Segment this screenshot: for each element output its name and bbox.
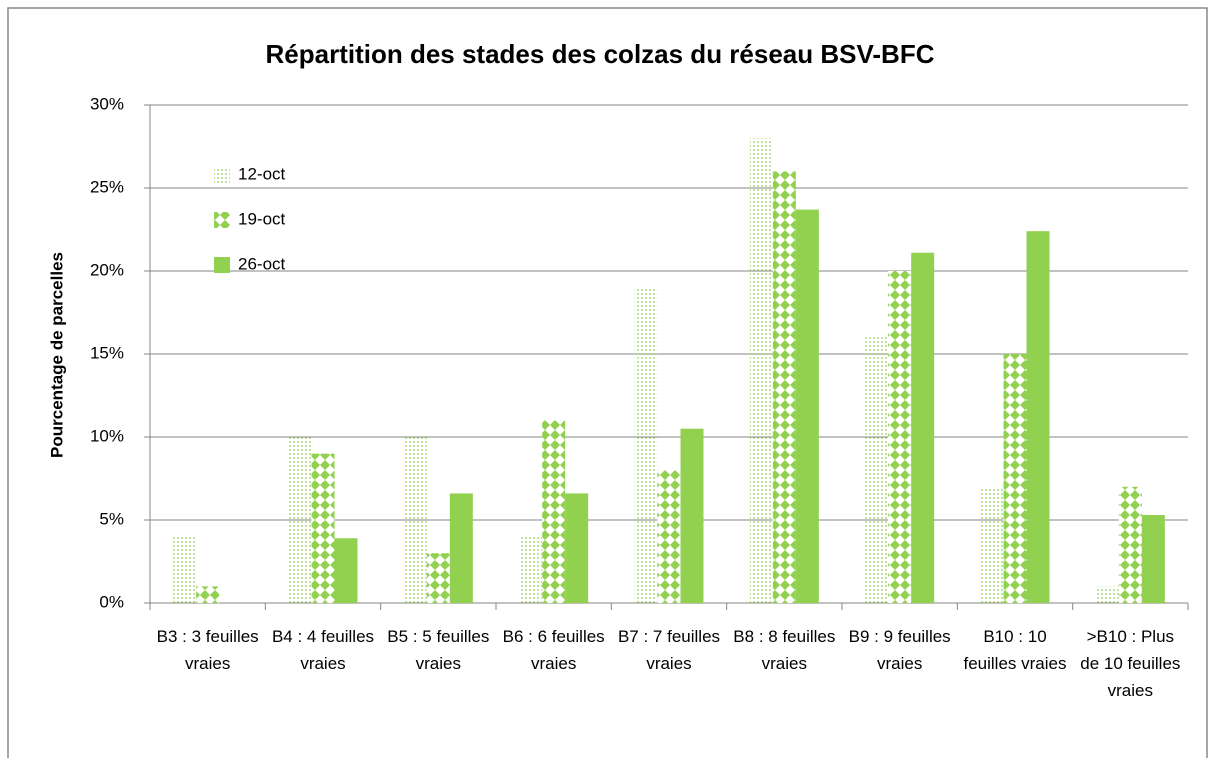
bar xyxy=(680,428,704,603)
legend-label: 12-oct xyxy=(238,164,286,183)
x-tick-label: B9 : 9 feuilles vraies xyxy=(848,627,951,673)
bar xyxy=(1141,515,1165,603)
bar xyxy=(173,536,197,603)
bar xyxy=(1003,354,1027,603)
bar xyxy=(288,437,312,603)
y-tick-label: 10% xyxy=(90,426,124,445)
y-tick-label: 30% xyxy=(90,94,124,113)
bar xyxy=(634,287,658,603)
bar xyxy=(1026,231,1050,603)
y-tick-label: 20% xyxy=(90,260,124,279)
x-tick-label: B6 : 6 feuilles vraies xyxy=(502,627,605,673)
bar xyxy=(980,486,1004,603)
y-tick-label: 15% xyxy=(90,343,124,362)
y-axis-label: Pourcentage de parcelles xyxy=(47,252,66,458)
bar xyxy=(911,252,935,604)
frame xyxy=(7,7,1208,758)
bar xyxy=(888,271,912,603)
bar xyxy=(657,470,681,603)
bar xyxy=(542,420,566,603)
x-tick-label: B5 : 5 feuilles vraies xyxy=(387,627,490,673)
chart-title: Répartition des stades des colzas du rés… xyxy=(266,39,935,69)
bar xyxy=(403,437,427,603)
y-tick-label: 0% xyxy=(99,592,124,611)
bar xyxy=(196,586,220,603)
bar xyxy=(749,138,773,603)
bar xyxy=(449,493,473,603)
bar xyxy=(519,536,543,603)
bar xyxy=(311,453,335,603)
x-tick-label: B10 : 10 feuilles vraies xyxy=(963,627,1067,673)
legend-label: 19-oct xyxy=(238,209,286,228)
bar xyxy=(565,493,589,603)
legend-label: 26-oct xyxy=(238,254,286,273)
bar xyxy=(865,337,889,603)
bar xyxy=(426,553,450,603)
x-tick-label: >B10 : Plus de 10 feuilles vraies xyxy=(1080,627,1181,700)
x-tick-label: B7 : 7 feuilles vraies xyxy=(617,627,721,673)
x-tick-label: B8 : 8 feuilles vraies xyxy=(733,627,836,673)
bar xyxy=(772,171,796,603)
bar xyxy=(334,538,358,603)
legend-swatch xyxy=(214,167,230,183)
bar xyxy=(1095,586,1119,603)
y-tick-label: 25% xyxy=(90,177,124,196)
x-tick-label: B4 : 4 feuilles vraies xyxy=(271,627,375,673)
legend-swatch xyxy=(214,257,230,273)
legend-swatch xyxy=(214,212,230,228)
x-tick-label: B3 : 3 feuilles vraies xyxy=(156,627,259,673)
y-tick-label: 5% xyxy=(99,509,124,528)
bar xyxy=(1118,486,1142,603)
bar xyxy=(795,209,819,603)
